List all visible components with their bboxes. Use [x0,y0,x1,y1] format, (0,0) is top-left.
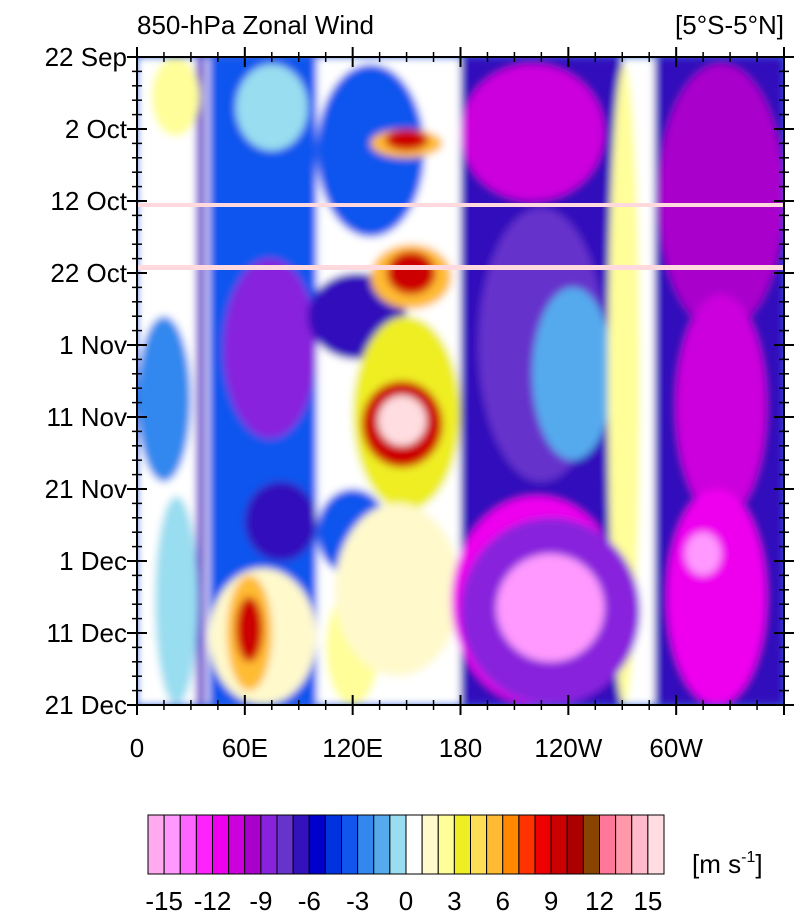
field-region [607,64,641,705]
y-tick-label: 11 Nov [47,402,127,432]
colorbar-swatch [276,814,294,875]
colorbar-swatch [357,814,375,875]
colorbar-tick-label: -6 [298,886,321,916]
colorbar-tick-label: 6 [496,886,510,916]
x-tick-label: 60W [649,733,703,763]
field-region [316,64,425,237]
colorbar-swatch [163,814,181,875]
x-tick-label: 60E [222,733,268,763]
colorbar-swatch [615,814,633,875]
field-region [676,294,767,518]
colorbar-swatch [437,814,455,875]
colorbar-swatch [195,814,213,875]
y-tick-label: 12 Oct [50,186,127,216]
x-tick-label: 120W [534,733,602,763]
colorbar-swatch [212,814,230,875]
field-region [667,489,767,705]
y-tick-label: 21 Dec [45,690,127,720]
plot-area [136,56,785,706]
y-axis: 22 Sep 2 Oct 12 Oct 22 Oct 1 Nov 11 Nov 21 Nov… [45,42,794,720]
colorbar-swatch [647,814,665,875]
missing-data-band-1 [137,203,784,207]
field-region [151,57,200,137]
field-region [532,287,614,461]
colorbar-swatch [453,814,471,875]
field-region [334,503,461,677]
region-label: [5°S-5°N] [675,10,784,40]
colorbar-tick-label: -12 [194,886,232,916]
colorbar-tick-label: -9 [249,886,272,916]
colorbar-swatch [260,814,278,875]
colorbar-tick-label: -15 [145,886,183,916]
colorbar-swatch [421,814,439,875]
colorbar-swatch [147,814,165,875]
colorbar-swatch [534,814,552,875]
field-region [244,481,317,561]
field-region [235,64,308,151]
colorbar-swatch [502,814,520,875]
feature-core [385,129,429,151]
colorbar-swatch [518,814,536,875]
field-band [196,57,206,705]
chart-title: 850-hPa Zonal Wind [137,10,374,40]
colorbar-swatch [308,814,326,875]
colorbar-tick-label: 0 [399,886,413,916]
y-tick-label: 22 Sep [45,42,127,72]
colorbar-unit: [m s-1] [692,849,763,879]
y-tick-label: 22 Oct [50,258,127,288]
feature-core [496,553,605,662]
x-tick-label: 180 [439,733,482,763]
field-region [460,64,605,201]
field-region [685,532,722,576]
field-region [137,316,191,482]
colorbar-swatch [599,814,617,875]
x-tick-label: 120E [322,733,383,763]
colorbar-swatch [228,814,246,875]
field-region [658,64,784,331]
colorbar-swatch [244,814,262,875]
y-tick-label: 1 Nov [59,330,127,360]
colorbar-swatch [566,814,584,875]
feature-core [235,597,263,662]
x-axis: 0 60E 120E 180 120W 60W [130,47,785,763]
y-tick-label: 2 Oct [65,114,128,144]
colorbar-swatch [179,814,197,875]
wind-field [137,57,784,705]
y-tick-label: 21 Nov [45,474,127,504]
y-tick-label: 11 Dec [47,618,127,648]
x-tick-label: 0 [130,733,144,763]
colorbar-swatch [341,814,359,875]
colorbar-tick-label: 15 [633,886,662,916]
colorbar-swatch [486,814,504,875]
feature-core [377,395,427,446]
colorbar-tick-label: 3 [447,886,461,916]
colorbar-swatch [631,814,649,875]
feature-core [386,251,436,295]
colorbar-tick-label: -3 [346,886,369,916]
colorbar-swatch [292,814,310,875]
colorbar-swatch [324,814,342,875]
colorbar-swatch [470,814,488,875]
colorbar: -15 -12 -9 -6 -3 0 3 6 9 12 15 [m s-1] [145,814,763,916]
field-region [223,258,317,439]
colorbar-swatch [373,814,391,875]
colorbar-tick-label: 12 [585,886,614,916]
missing-data-band-2 [137,265,784,270]
colorbar-swatch [389,814,407,875]
colorbar-swatch [582,814,600,875]
field-region [154,496,199,705]
colorbar-tick-label: 9 [544,886,558,916]
colorbar-swatch [405,814,423,875]
y-tick-label: 1 Dec [59,546,127,576]
colorbar-swatch [550,814,568,875]
